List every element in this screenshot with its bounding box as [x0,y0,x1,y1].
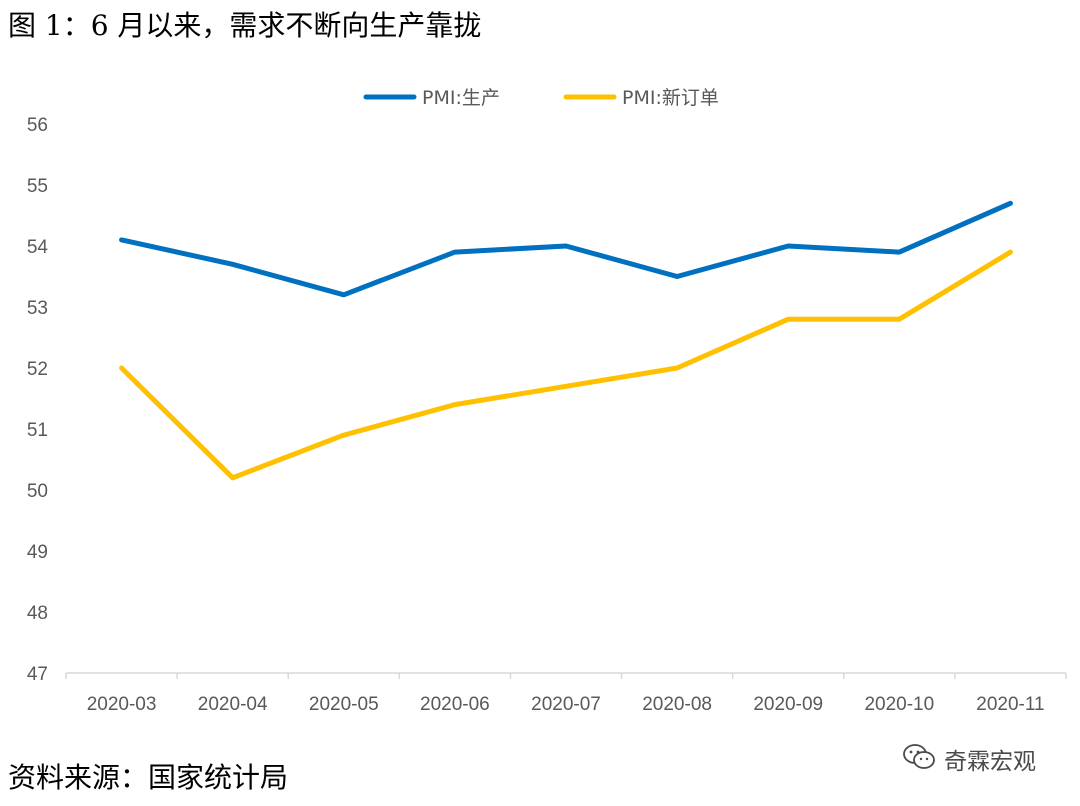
chart-title: 图 1：6 月以来，需求不断向生产靠拢 [8,9,482,42]
x-tick-label: 2020-11 [976,694,1044,715]
y-tick-label: 55 [27,176,48,197]
y-tick-label: 51 [27,420,48,441]
y-tick-label: 54 [27,237,49,258]
y-axis-ticks: 47 48 49 50 51 52 53 54 55 56 [27,115,49,685]
y-tick-label: 52 [27,359,48,380]
legend-label: PMI:生产 [422,87,500,109]
x-tick-label: 2020-06 [420,694,490,715]
series-group [119,200,1013,481]
x-tick-label: 2020-04 [198,694,268,715]
legend-label: PMI:新订单 [622,87,719,109]
y-tick-label: 49 [27,542,48,563]
x-tick-label: 2020-09 [753,694,823,715]
x-tick-label: 2020-05 [309,694,379,715]
x-tick-label: 2020-03 [87,694,157,715]
x-tick-label: 2020-08 [642,694,712,715]
y-tick-label: 53 [27,298,48,319]
source-note: 资料来源：国家统计局 [8,761,289,794]
x-axis-ticks: 2020-03 2020-04 2020-05 2020-06 2020-07 2020-… [65,673,1067,715]
y-tick-label: 47 [27,664,48,685]
watermark: 奇霖宏观 [902,742,1036,776]
legend: PMI:生产 PMI:新订单 [363,87,719,109]
watermark-text: 奇霖宏观 [944,749,1036,775]
y-tick-label: 48 [27,603,48,624]
x-tick-label: 2020-10 [864,694,934,715]
x-tick-label: 2020-07 [531,694,601,715]
y-tick-label: 56 [27,115,48,136]
series-line-1 [119,200,1013,298]
y-tick-label: 50 [27,481,48,502]
series-line-2 [119,249,1013,481]
wechat-icon [902,742,936,776]
